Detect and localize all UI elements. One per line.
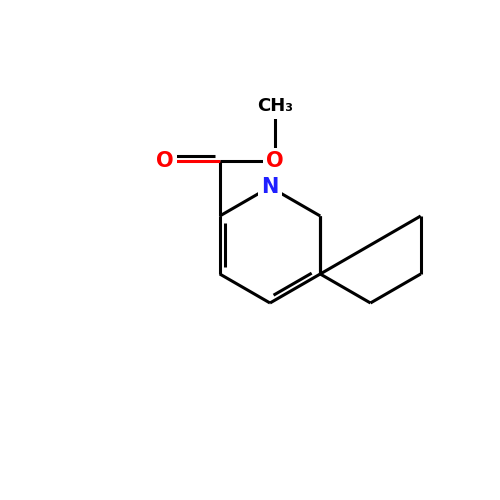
Text: CH₃: CH₃ (257, 97, 293, 115)
Text: N: N (262, 177, 278, 197)
Text: O: O (156, 151, 174, 171)
Text: O: O (266, 151, 283, 171)
